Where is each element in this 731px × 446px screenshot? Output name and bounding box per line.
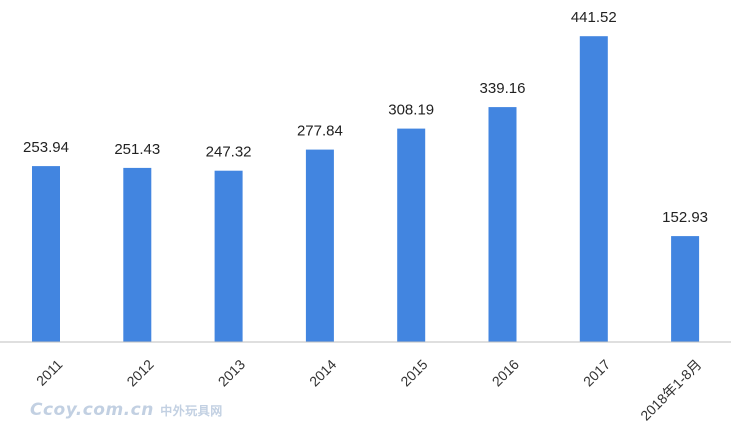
bar-1 [123,167,152,342]
x-tick-label-2: 2013 [215,356,248,389]
bars-group [32,36,700,342]
bar-7 [671,236,700,342]
value-label-6: 441.52 [571,9,617,26]
value-label-7: 152.93 [662,209,708,226]
x-tick-label-0: 2011 [33,356,66,389]
x-tick-label-6: 2017 [580,356,613,389]
x-tick-label-5: 2016 [489,356,522,389]
bar-0 [32,166,60,342]
x-tick-label-4: 2015 [397,356,430,389]
x-tick-labels-group: 2011 2012 2013 2014 2015 2016 2017 2018年1-8月 [33,356,705,424]
bar-2 [214,170,243,342]
x-tick-label-3: 2014 [306,356,339,389]
value-label-3: 277.84 [297,123,343,140]
value-label-0: 253.94 [23,139,69,156]
x-tick-label-7: 2018年1-8月 [637,356,704,423]
value-label-1: 251.43 [114,141,160,158]
value-label-2: 247.32 [206,144,252,161]
bar-6 [579,36,608,342]
x-tick-label-1: 2012 [123,356,156,389]
bar-5 [488,107,517,342]
bar-3 [305,149,334,342]
value-label-5: 339.16 [480,80,526,97]
value-labels-group: 253.94 251.43 247.32 277.84 308.19 339.16 441.… [23,9,708,226]
value-label-4: 308.19 [388,102,434,119]
bar-4 [397,128,426,342]
